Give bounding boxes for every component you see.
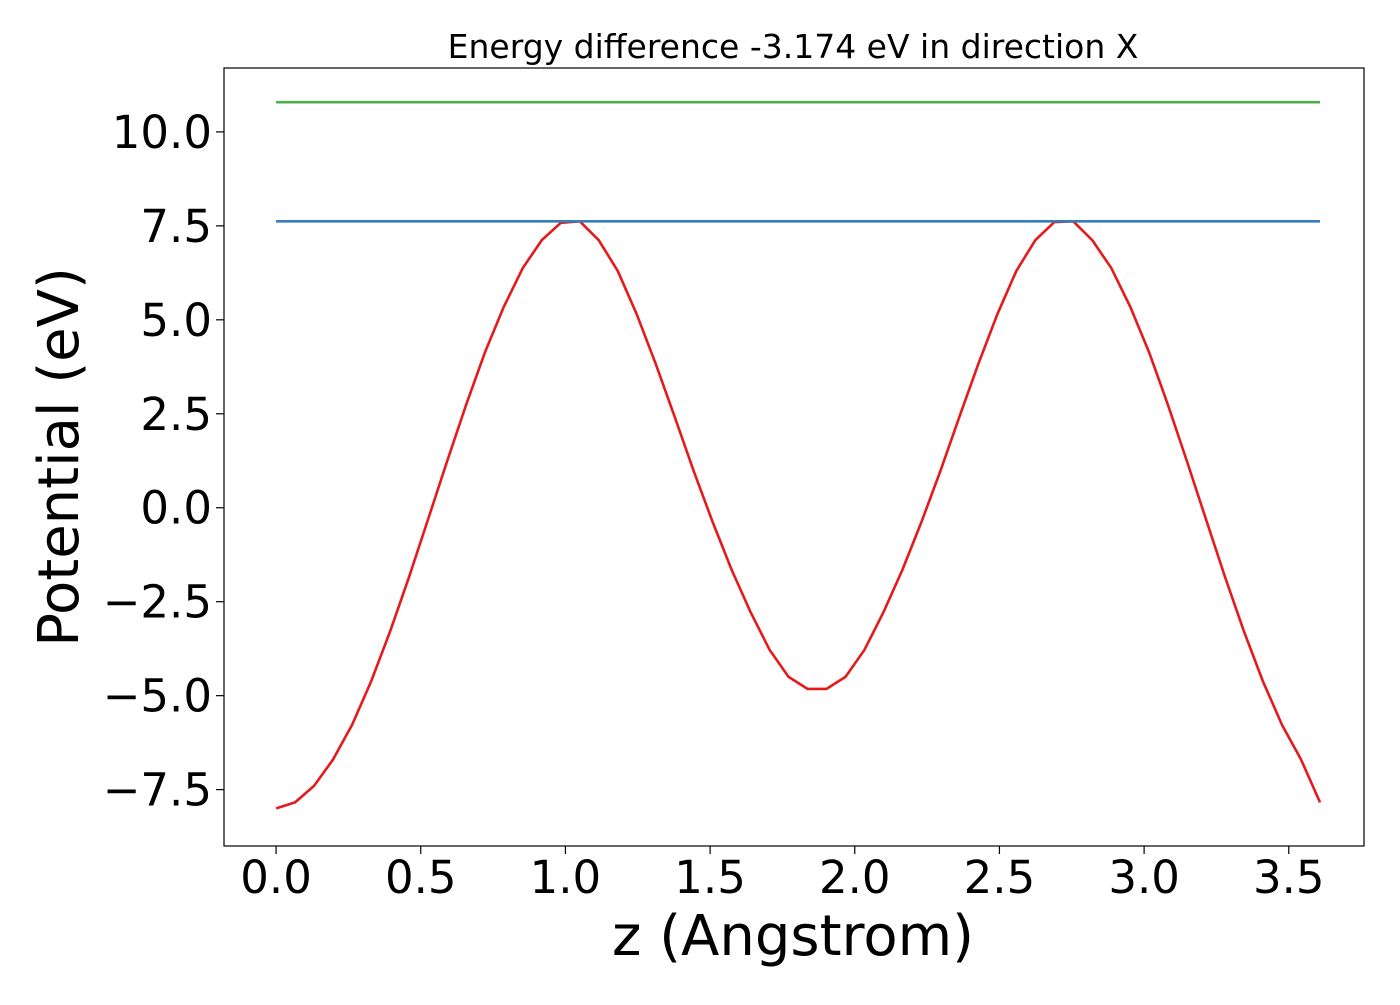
y-tick-label: 7.5 (140, 200, 212, 253)
y-tick-label: 0.0 (140, 482, 212, 535)
x-tick-label: 1.5 (674, 851, 746, 904)
x-tick-label: 0.0 (240, 851, 312, 904)
y-tick-label: −7.5 (103, 764, 212, 817)
y-axis-ticks: −7.5 −5.0 −2.5 0.0 2.5 5.0 7.5 10.0 (103, 106, 224, 817)
x-tick-label: 1.0 (530, 851, 602, 904)
x-axis-ticks: 0.0 0.5 1.0 1.5 2.0 2.5 3.0 3.5 (240, 846, 1325, 904)
y-axis-label: Potential (eV) (27, 267, 92, 647)
x-tick-label: 3.5 (1253, 851, 1325, 904)
y-tick-label: 2.5 (140, 388, 212, 441)
x-tick-label: 0.5 (385, 851, 457, 904)
x-axis-label: z (Angstrom) (612, 904, 974, 969)
y-tick-label: 10.0 (112, 106, 212, 159)
y-tick-label: −5.0 (103, 670, 212, 723)
x-tick-label: 2.5 (964, 851, 1036, 904)
series-line-1 (275, 220, 1322, 810)
chart-title: Energy difference -3.174 eV in direction… (448, 27, 1139, 66)
y-tick-label: −2.5 (103, 576, 212, 629)
plot-area-frame (223, 67, 1365, 847)
x-tick-label: 2.0 (819, 851, 891, 904)
x-tick-label: 3.0 (1108, 851, 1180, 904)
series-layer (275, 100, 1322, 810)
y-tick-label: 5.0 (140, 294, 212, 347)
